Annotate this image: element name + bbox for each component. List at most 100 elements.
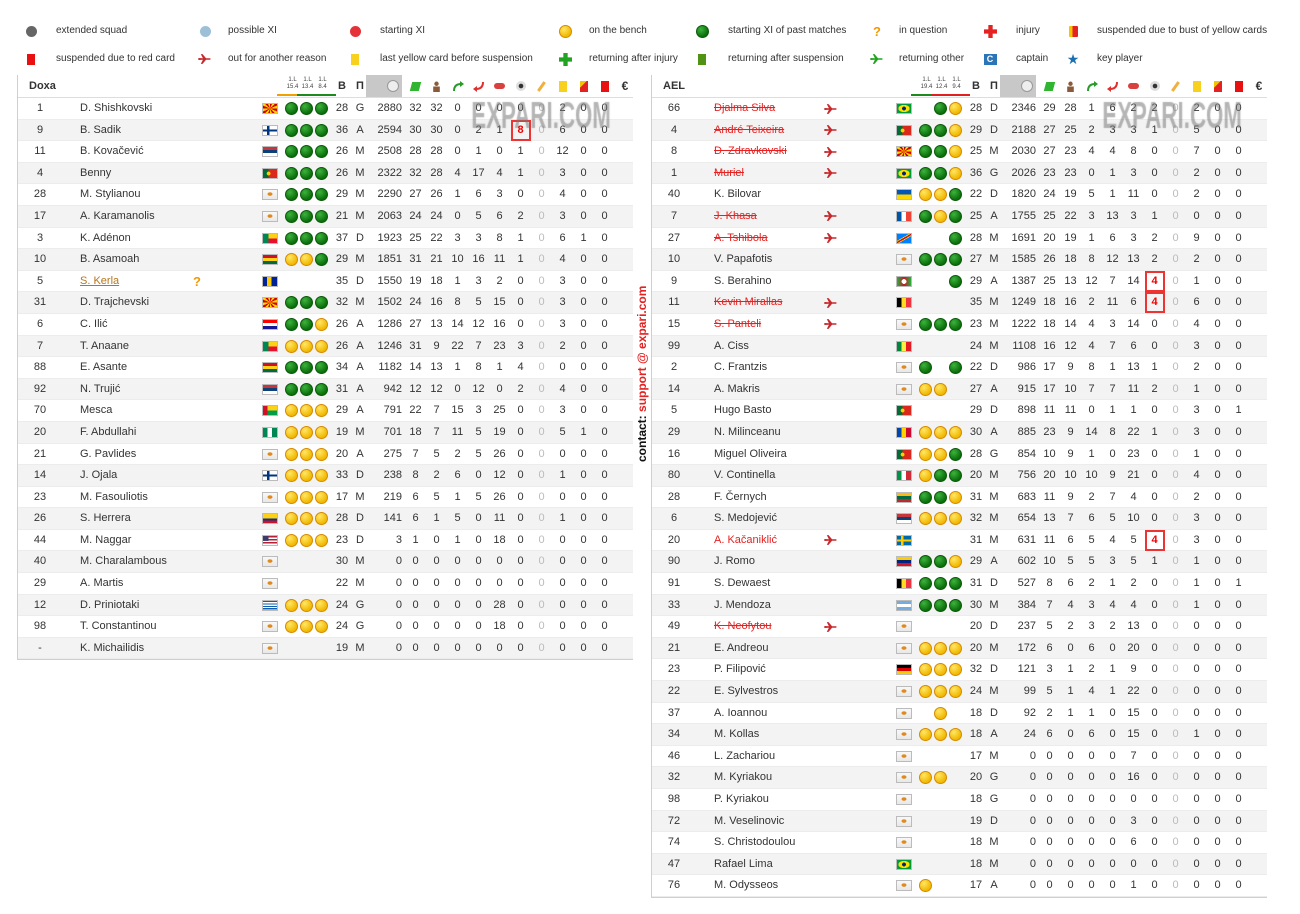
player-name[interactable]: M. Naggar: [80, 533, 132, 546]
sub-in-arrow-icon[interactable]: [451, 79, 465, 93]
player-name[interactable]: E. Andreou: [714, 641, 769, 654]
player-name[interactable]: F. Abdullahi: [80, 425, 137, 438]
player-row[interactable]: 29 N. Milinceanu 30 A 885 23 9 14 8 22 1 0 3 0 0: [652, 421, 1267, 444]
match-label[interactable]: 1.L 9.4: [949, 77, 964, 91]
player-name[interactable]: P. Kyriakou: [714, 793, 769, 805]
player-row[interactable]: 23 M. Fasouliotis 17 M 219 6 5 1 5 26 0 0 0 0 0: [18, 486, 633, 509]
player-row[interactable]: 72 M. Veselinovic 19 D 0 0 0 0 0 3 0 0 0 0 0: [652, 810, 1267, 833]
player-name[interactable]: K. Adénon: [80, 231, 131, 244]
player-row[interactable]: 21 G. Pavlides 20 A 275 7 5 2 5 26 0 0 0 0 0: [18, 443, 633, 466]
penalty-icon[interactable]: [535, 79, 549, 93]
player-row[interactable]: 33 J. Mendoza 30 M 384 7 4 3 4 4 0 0 1 0 0: [652, 594, 1267, 617]
player-name[interactable]: B. Asamoah: [80, 253, 140, 266]
player-row[interactable]: 7 J. Khasa 25 A 1755 25 22 3 13 3 1 0 0 0 0: [652, 205, 1267, 228]
player-name[interactable]: N. Milinceanu: [714, 425, 781, 438]
player-name[interactable]: S. Panteli: [714, 317, 762, 330]
position-header[interactable]: П: [990, 80, 998, 92]
player-name[interactable]: B. Sadik: [80, 123, 121, 136]
player-row[interactable]: 91 S. Dewaest 31 D 527 8 6 2 1 2 0 0 1 0 1: [652, 573, 1267, 595]
player-name[interactable]: D. Trajchevski: [80, 296, 150, 309]
player-name[interactable]: D. Shishkovski: [80, 102, 153, 114]
player-row[interactable]: 4 Benny 26 M 2322 32 28 4 17 4 1 0 3 0 0: [18, 162, 633, 185]
player-name[interactable]: S. Herrera: [80, 512, 131, 525]
player-row[interactable]: 22 E. Sylvestros 24 M 99 5 1 4 1 22 0 0 0 0 0: [652, 681, 1267, 703]
player-name[interactable]: S. Christodoulou: [714, 836, 796, 849]
clock-icon[interactable]: [1020, 79, 1034, 93]
age-header[interactable]: В: [338, 80, 346, 92]
player-row[interactable]: 16 Miguel Oliveira 28 G 854 10 9 1 0 23 0 0 1 0 0: [652, 443, 1267, 466]
yellow-red-card-icon[interactable]: [1211, 79, 1225, 93]
player-row[interactable]: 11 Kevin Mirallas 35 M 1249 18 16 2 11 6 4 0 6 0 0: [652, 292, 1267, 314]
player-row[interactable]: 49 K. Neofytou 20 D 237 5 2 3 2 13 0 0 0 0 0: [652, 616, 1267, 638]
player-row[interactable]: 3 K. Adénon 37 D 1923 25 22 3 3 8 1 0 6 1 0: [18, 227, 633, 250]
player-name[interactable]: S. Kerla: [80, 274, 120, 287]
player-row[interactable]: 98 T. Constantinou 24 G 0 0 0 0 0 18 0 0 0 0 0: [18, 616, 633, 638]
player-name[interactable]: A. Ciss: [714, 339, 749, 352]
shirt-icon[interactable]: [409, 79, 423, 93]
player-name[interactable]: M. Kyriakou: [714, 771, 773, 784]
player-name[interactable]: André Teixeira: [714, 123, 785, 136]
player-name[interactable]: C. Ilić: [80, 317, 108, 330]
player-row[interactable]: 66 Djalma Silva 28 D 2346 29 28 1 6 2 2 0 2 0 0: [652, 98, 1267, 120]
player-name[interactable]: Mesca: [80, 404, 113, 417]
player-name[interactable]: F. Černych: [714, 490, 767, 503]
player-name[interactable]: V. Papafotis: [714, 253, 773, 266]
player-row[interactable]: 74 S. Christodoulou 18 M 0 0 0 0 0 6 0 0 0 0 0: [652, 832, 1267, 854]
player-row[interactable]: 14 J. Ojala 33 D 238 8 2 6 0 12 0 0 1 0 0: [18, 465, 633, 487]
ball-icon[interactable]: [514, 79, 528, 93]
penalty-icon[interactable]: [1169, 79, 1183, 93]
match-label[interactable]: 1.L 13.4: [300, 77, 315, 91]
player-name[interactable]: K. Bilovar: [714, 188, 762, 201]
match-label[interactable]: 1.L 15.4: [285, 77, 300, 91]
player-row[interactable]: 26 S. Herrera 28 D 141 6 1 5 0 11 0 0 1 0 0: [18, 508, 633, 530]
player-row[interactable]: 11 B. Kovačević 26 M 2508 28 28 0 1 0 1 0 12 0 0: [18, 141, 633, 163]
player-row[interactable]: 29 A. Martis 22 M 0 0 0 0 0 0 0 0 0 0 0: [18, 573, 633, 595]
player-name[interactable]: V. Continella: [714, 469, 776, 482]
player-row[interactable]: 2 C. Frantzis 22 D 986 17 9 8 1 13 1 0 2 0 0: [652, 357, 1267, 379]
sub-in-arrow-icon[interactable]: [1085, 79, 1099, 93]
player-row[interactable]: 4 André Teixeira 29 D 2188 27 25 2 3 3 1 0 5 0 0: [652, 119, 1267, 142]
player-name[interactable]: M. Kollas: [714, 728, 760, 741]
player-row[interactable]: 40 M. Charalambous 30 M 0 0 0 0 0 0 0 0 0 0 0: [18, 551, 633, 574]
player-name[interactable]: A. Martis: [80, 577, 124, 590]
player-name[interactable]: A. Ioannou: [714, 706, 768, 719]
player-name[interactable]: A. Kačaniklić: [714, 533, 777, 546]
player-name[interactable]: Rafael Lima: [714, 857, 773, 870]
player-name[interactable]: L. Zachariou: [714, 749, 776, 762]
shoe-icon[interactable]: [1127, 79, 1141, 93]
player-row[interactable]: 31 D. Trajchevski 32 M 1502 24 16 8 5 15 0 0 3 0 0: [18, 292, 633, 314]
player-name[interactable]: S. Berahino: [714, 274, 772, 287]
player-name[interactable]: C. Frantzis: [714, 361, 768, 374]
player-name[interactable]: J. Ojala: [80, 469, 118, 482]
player-row[interactable]: - K. Michailidis 19 M 0 0 0 0 0 0 0 0 0 0 0: [18, 637, 633, 660]
player-row[interactable]: 6 C. Ilić 26 A 1286 27 13 14 12 16 0 0 3 0 0: [18, 313, 633, 336]
player-name[interactable]: A. Tshibola: [714, 231, 768, 244]
player-name[interactable]: K. Neofytou: [714, 620, 772, 633]
player-name[interactable]: T. Constantinou: [80, 620, 157, 633]
player-row[interactable]: 10 V. Papafotis 27 M 1585 26 18 8 12 13 2 0 2 0 0: [652, 249, 1267, 271]
player-row[interactable]: 98 P. Kyriakou 18 G 0 0 0 0 0 0 0 0 0 0 0: [652, 789, 1267, 811]
currency-header[interactable]: €: [1255, 79, 1263, 93]
player-name[interactable]: Djalma Silva: [714, 102, 776, 114]
position-header[interactable]: П: [356, 80, 364, 92]
match-label[interactable]: 1.L 12.4: [934, 77, 949, 91]
player-row[interactable]: 20 A. Kačaniklić 31 M 631 11 6 5 4 5 4 0 3 0 0: [652, 529, 1267, 552]
player-row[interactable]: 47 Rafael Lima 18 M 0 0 0 0 0 0 0 0 0 0 0: [652, 853, 1267, 876]
player-row[interactable]: 99 A. Ciss 24 M 1108 16 12 4 7 6 0 0 3 0 0: [652, 335, 1267, 358]
player-name[interactable]: M. Charalambous: [80, 555, 167, 568]
player-name[interactable]: M. Odysseos: [714, 879, 779, 892]
player-row[interactable]: 23 P. Filipović 32 D 121 3 1 2 1 9 0 0 0 0 0: [652, 659, 1267, 682]
player-row[interactable]: 80 V. Continella 20 M 756 20 10 10 9 21 0 0 4 0 0: [652, 465, 1267, 487]
player-name[interactable]: D. Zdravkovski: [714, 145, 787, 158]
player-row[interactable]: 32 M. Kyriakou 20 G 0 0 0 0 0 16 0 0 0 0 0: [652, 767, 1267, 789]
red-card-icon[interactable]: [598, 79, 612, 93]
player-row[interactable]: 92 N. Trujić 31 A 942 12 12 0 12 0 2 0 4 0 0: [18, 378, 633, 401]
player-row[interactable]: 12 D. Priniotaki 24 G 0 0 0 0 0 28 0 0 0 0 0: [18, 594, 633, 617]
age-header[interactable]: В: [972, 80, 980, 92]
player-name[interactable]: E. Asante: [80, 361, 128, 374]
player-row[interactable]: 46 L. Zachariou 17 M 0 0 0 0 0 7 0 0 0 0 0: [652, 745, 1267, 768]
player-name[interactable]: Benny: [80, 166, 112, 179]
match-label[interactable]: 1.L 19.4: [919, 77, 934, 91]
player-row[interactable]: 5 Hugo Basto 29 D 898 11 11 0 1 1 0 0 3 0 1: [652, 400, 1267, 422]
player-row[interactable]: 27 A. Tshibola 28 M 1691 20 19 1 6 3 2 0 9 0 0: [652, 227, 1267, 250]
